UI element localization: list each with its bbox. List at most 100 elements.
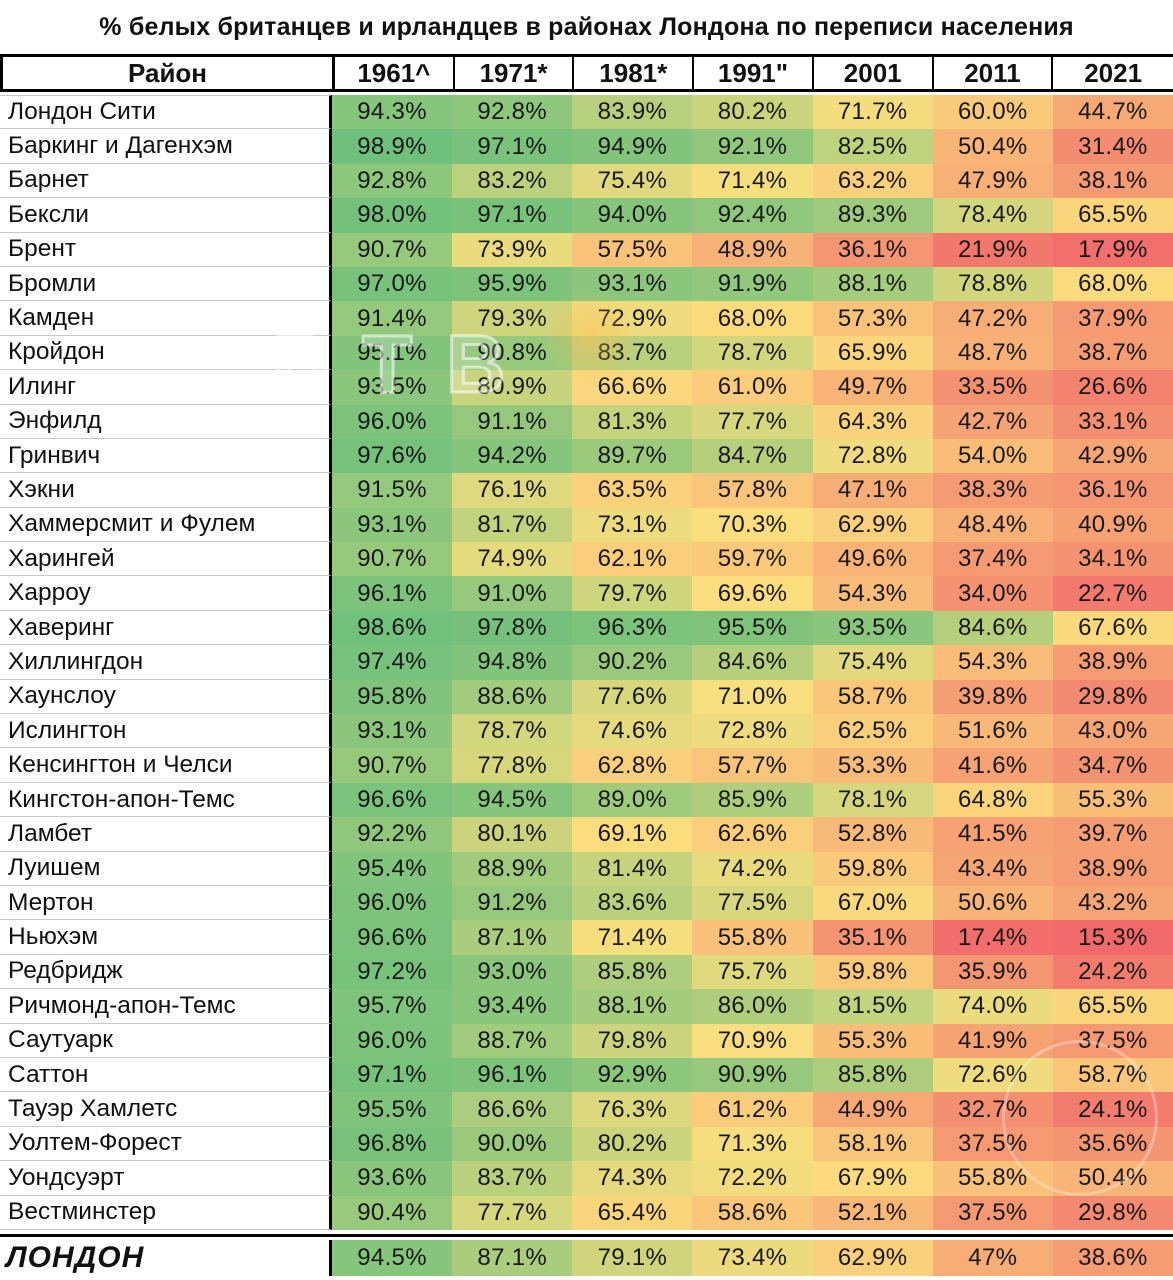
year-column-header: 2021 [1084,57,1143,88]
table-row: Уондсуэрт 93.6% 83.7% 74.3% 72.2% 67.9% 55.8% 5… [0,1161,1173,1196]
census-value-cell: 94.0% [572,198,693,233]
census-value-cell: 78.7% [692,335,813,371]
census-value-cell: 83.2% [452,163,573,199]
census-value-cell: 49.7% [812,370,933,405]
census-value-cell: 52.1% [812,1195,933,1230]
table-row: Ричмонд-апон-Темс 95.7% 93.4% 88.1% 86.0% 81.… [0,989,1173,1024]
census-value-cell: 37.5% [932,1126,1053,1162]
census-value-cell: 22.7% [1052,576,1173,611]
census-value-cell: 65.5% [1052,989,1173,1024]
census-value-cell: 95.9% [452,266,573,302]
census-value-cell: 93.5% [332,370,453,405]
census-value-cell: 47.2% [932,301,1053,336]
district-name: Бексли [0,198,332,233]
census-value-cell: 95.4% [332,851,453,886]
census-value-cell: 74.3% [572,1161,693,1196]
district-name: Гринвич [0,438,332,474]
census-value-cell: 43.2% [1052,885,1173,921]
table-row: Хаверинг 98.6% 97.8% 96.3% 95.5% 93.5% 84.6% 67… [0,610,1173,646]
district-name: Брент [0,232,332,267]
table-row: Камден 91.4% 79.3% 72.9% 68.0% 57.3% 47.2% 37.9… [0,301,1173,336]
census-value-cell: 84.6% [692,645,813,680]
census-value-cell: 71.0% [692,679,813,715]
census-value-cell: 89.7% [572,438,693,474]
table-row: Харроу 96.1% 91.0% 79.7% 69.6% 54.3% 34.0% 22.7… [0,576,1173,611]
census-value-cell: 93.0% [452,954,573,990]
census-value-cell: 93.5% [812,610,933,646]
census-value-cell: 71.4% [692,163,813,199]
census-value-cell: 54.3% [812,576,933,611]
table-row: Илинг 93.5% 80.9% 66.6% 61.0% 49.7% 33.5% 26.6% [0,370,1173,405]
table-row: Ислингтон 93.1% 78.7% 74.6% 72.8% 62.5% 51.6% 4… [0,714,1173,749]
district-name: Камден [0,301,332,336]
census-value-cell: 85.9% [692,782,813,818]
census-value-cell: 65.9% [812,335,933,371]
census-value-cell: 58.7% [812,679,933,715]
census-value-cell: 64.8% [932,782,1053,818]
census-value-cell: 97.2% [332,954,453,990]
census-value-cell: 81.4% [572,851,693,886]
census-value-cell: 35.6% [1052,1126,1173,1162]
census-value-cell: 95.7% [332,989,453,1024]
census-value-cell: 97.0% [332,266,453,302]
census-value-cell: 41.5% [932,817,1053,852]
census-value-cell: 62.8% [572,748,693,783]
census-value-cell: 40.9% [1052,507,1173,543]
census-value-cell: 94.5% [452,782,573,818]
district-column-header: Район [3,57,335,89]
table-row: Хиллингдон 97.4% 94.8% 90.2% 84.6% 75.4% 54.3%… [0,645,1173,680]
table-row: Редбридж 97.2% 93.0% 85.8% 75.7% 59.8% 35.9% 24… [0,954,1173,990]
table-row: Луишем 95.4% 88.9% 81.4% 74.2% 59.8% 43.4% 38.9… [0,851,1173,886]
census-value-cell: 58.7% [1052,1057,1173,1093]
table-row: Бромли 97.0% 95.9% 93.1% 91.9% 88.1% 78.8% 68.0… [0,266,1173,302]
census-value-cell: 93.6% [332,1161,453,1196]
census-value-cell: 78.7% [452,714,573,749]
district-name: Уолтем-Форест [0,1126,332,1162]
census-value-cell: 89.3% [812,198,933,233]
census-value-cell: 61.0% [692,370,813,405]
census-value-cell: 96.6% [332,782,453,818]
census-value-cell: 88.1% [812,266,933,302]
census-value-cell: 90.2% [572,645,693,680]
census-value-cell: 94.8% [452,645,573,680]
census-value-cell: 35.9% [932,954,1053,990]
census-value-cell: 84.6% [932,610,1053,646]
census-value-cell: 29.8% [1052,1195,1173,1230]
census-value-cell: 78.1% [812,782,933,818]
census-value-cell: 54.0% [932,438,1053,474]
census-value-cell: 71.4% [572,920,693,955]
census-value-cell: 42.9% [1052,438,1173,474]
census-value-cell: 92.4% [692,198,813,233]
table-row: Харингей 90.7% 74.9% 62.1% 59.7% 49.6% 37.4% 34… [0,542,1173,577]
census-value-cell: 17.9% [1052,232,1173,267]
district-name: Мертон [0,885,332,921]
census-value-cell: 83.9% [572,95,693,130]
census-value-cell: 88.1% [572,989,693,1024]
census-value-cell: 94.3% [332,95,453,130]
census-value-cell: 34.1% [1052,542,1173,577]
census-value-cell: 70.3% [692,507,813,543]
census-value-cell: 64.3% [812,404,933,439]
census-value-cell: 96.0% [332,885,453,921]
table-row: Брент 90.7% 73.9% 57.5% 48.9% 36.1% 21.9% 17.9% [0,232,1173,267]
census-value-cell: 50.4% [932,129,1053,164]
census-value-cell: 90.8% [452,335,573,371]
census-value-cell: 60.0% [932,95,1053,130]
census-value-cell: 93.1% [332,714,453,749]
district-name: Уондсуэрт [0,1161,332,1196]
census-value-cell: 43.4% [932,851,1053,886]
total-value-cell: 73.4% [692,1239,813,1276]
district-name: Бромли [0,266,332,302]
census-value-cell: 37.9% [1052,301,1173,336]
district-name: Энфилд [0,404,332,439]
census-value-cell: 96.1% [332,576,453,611]
census-value-cell: 55.3% [1052,782,1173,818]
census-value-cell: 55.8% [692,920,813,955]
census-value-cell: 39.7% [1052,817,1173,852]
census-value-cell: 55.8% [932,1161,1053,1196]
census-value-cell: 73.1% [572,507,693,543]
census-value-cell: 74.0% [932,989,1053,1024]
census-value-cell: 41.6% [932,748,1053,783]
census-value-cell: 37.4% [932,542,1053,577]
total-value-cell: 47% [932,1239,1053,1276]
